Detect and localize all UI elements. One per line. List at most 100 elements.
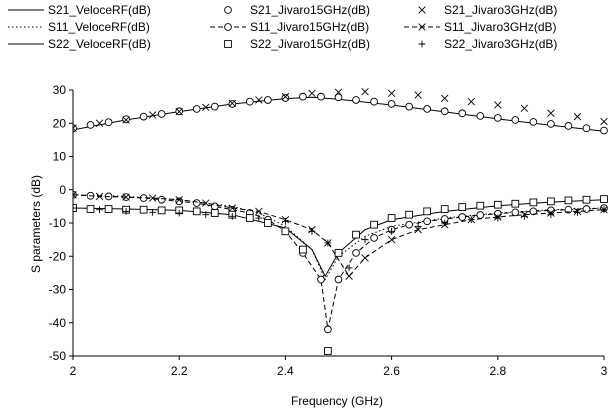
x-tick-label: 3 <box>601 364 608 378</box>
square-marker <box>423 207 432 216</box>
legend-item: S21_Jivaro15GHz(dB) <box>224 3 370 17</box>
circle-marker <box>493 114 502 122</box>
y-tick-label: 0 <box>59 183 66 197</box>
legend-item: S22_Jivaro3GHz(dB) <box>418 37 557 51</box>
x-marker <box>308 89 316 98</box>
x-marker <box>520 104 529 113</box>
plus-marker <box>441 219 449 227</box>
x-marker <box>95 192 104 201</box>
circle-marker <box>511 208 520 217</box>
square-marker <box>387 214 396 222</box>
x-marker <box>95 119 104 127</box>
square-marker <box>86 205 95 213</box>
square-marker <box>511 199 520 208</box>
square-marker <box>104 205 113 213</box>
plus-marker <box>467 216 475 224</box>
legend-item: S21_Jivaro3GHz(dB) <box>418 3 557 17</box>
circle-marker <box>476 112 485 120</box>
x-marker <box>281 92 290 101</box>
series-7 <box>73 191 608 280</box>
circle-marker <box>370 97 378 106</box>
circle-marker <box>299 92 307 101</box>
circle-marker <box>281 94 290 102</box>
circle-marker <box>139 112 148 121</box>
circle-marker <box>264 96 272 104</box>
plus-marker <box>520 212 528 220</box>
circle-marker <box>423 105 432 113</box>
plus-marker <box>361 236 369 244</box>
x-marker <box>387 235 396 244</box>
legend-item: S21_VeloceRF(dB) <box>8 3 151 17</box>
circle-marker <box>547 120 555 128</box>
series-1 <box>73 194 605 281</box>
legend-item: S22_Jivaro15GHz(dB) <box>224 37 370 51</box>
circle-marker <box>122 115 130 124</box>
plus-marker <box>308 227 316 235</box>
series-line <box>73 199 605 278</box>
y-tick-label: -50 <box>49 349 67 363</box>
legend-label: S22_Jivaro3GHz(dB) <box>444 37 557 51</box>
x-marker <box>228 99 237 108</box>
square-marker <box>334 249 343 257</box>
x-marker <box>414 91 422 99</box>
legend-item: S11_Jivaro15GHz(dB) <box>210 20 369 34</box>
circle-marker <box>458 213 467 221</box>
circle-marker <box>582 124 591 133</box>
x-marker <box>600 117 608 126</box>
circle-marker <box>317 275 325 284</box>
circle-marker <box>192 199 201 207</box>
circle-marker <box>224 23 232 31</box>
plus-marker <box>73 204 77 212</box>
circle-marker <box>405 220 413 229</box>
circle-marker <box>324 325 332 334</box>
circle-marker <box>387 100 396 108</box>
circle-marker <box>334 93 343 102</box>
x-marker <box>345 272 353 280</box>
x-tick-label: 2.6 <box>383 364 400 378</box>
legend-item: S22_VeloceRF(dB) <box>8 37 151 51</box>
circle-marker <box>104 118 113 127</box>
x-marker <box>467 97 475 106</box>
plus-marker <box>149 208 157 216</box>
x-marker <box>418 23 426 31</box>
square-marker <box>324 347 332 355</box>
plus-marker <box>345 264 353 272</box>
square-marker <box>192 207 201 216</box>
series-line <box>73 194 605 281</box>
circle-marker <box>157 110 166 118</box>
legend: S21_VeloceRF(dB) S11_VeloceRF(dB) S22_Velo… <box>8 3 557 51</box>
circle-marker <box>458 109 467 118</box>
square-marker <box>352 230 360 239</box>
circle-marker <box>440 107 449 116</box>
circle-marker <box>405 102 413 111</box>
legend-item: S11_VeloceRF(dB) <box>8 20 150 34</box>
series-8 <box>73 204 608 272</box>
x-marker <box>122 193 130 201</box>
x-marker <box>73 124 77 132</box>
x-marker <box>573 112 582 121</box>
x-axis-title: Frequency (GHz) <box>291 394 383 408</box>
square-marker <box>224 40 232 48</box>
square-marker <box>476 201 485 210</box>
square-marker <box>370 220 378 229</box>
circle-marker <box>175 197 184 206</box>
y-tick-label: 30 <box>53 83 67 97</box>
circle-marker <box>245 97 254 106</box>
plus-marker <box>96 206 103 214</box>
circle-marker <box>86 121 95 129</box>
circle-marker <box>529 207 538 216</box>
y-tick-label: -10 <box>49 216 67 230</box>
circle-marker <box>600 126 608 135</box>
series-line <box>73 96 605 132</box>
plus-marker <box>324 239 332 247</box>
square-marker <box>582 195 591 204</box>
x-tick-label: 2.2 <box>171 364 188 378</box>
circle-marker <box>73 124 77 133</box>
x-marker <box>175 196 183 204</box>
plus-marker <box>600 206 608 214</box>
series-layer <box>73 87 608 355</box>
y-tick-label: 20 <box>53 116 67 130</box>
square-marker <box>440 205 449 213</box>
axes: 30 20 10 0 -10 -20 -30 -40 -502 2.2 2.4 2.6 2.8 3 <box>49 83 608 378</box>
